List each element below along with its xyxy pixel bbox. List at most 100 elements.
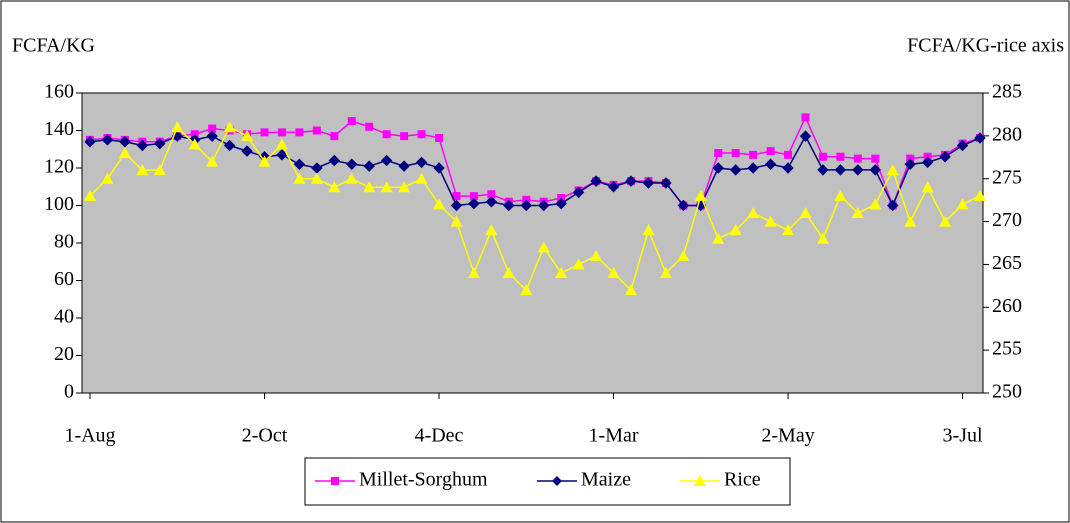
y-tick-label: 40 [54, 306, 74, 328]
point [415, 172, 428, 184]
point [818, 152, 827, 161]
point [729, 164, 742, 176]
point [939, 215, 952, 227]
legend-label: Rice [724, 469, 761, 491]
point [590, 175, 602, 187]
point [258, 155, 271, 167]
y-tick-label: 100 [44, 193, 74, 215]
point [817, 164, 829, 176]
point [433, 162, 445, 174]
point [784, 150, 793, 159]
point [572, 258, 585, 270]
point [365, 122, 374, 131]
point [886, 164, 899, 176]
point [485, 224, 498, 236]
point [520, 284, 533, 296]
legend: Millet-Sorghum Maize Rice [304, 457, 791, 506]
point [101, 172, 114, 184]
point [347, 117, 356, 126]
y2-axis-label: FCFA/KG-rice axis [907, 35, 1064, 57]
point [624, 284, 637, 296]
point [869, 198, 882, 210]
point [241, 129, 254, 141]
point [188, 138, 201, 150]
point [136, 139, 149, 152]
point [660, 177, 672, 189]
point [277, 128, 286, 137]
point [607, 181, 620, 193]
y-tick-label: 120 [44, 156, 74, 178]
legend-label: Maize [581, 469, 631, 491]
y-tick-label: 160 [44, 81, 74, 103]
point [119, 136, 131, 148]
point [607, 267, 620, 278]
series-line [89, 134, 981, 208]
legend-label: Millet-Sorghum [359, 469, 488, 491]
point [764, 215, 777, 227]
point [398, 160, 410, 172]
x-tick-label: 4-Dec [415, 425, 464, 447]
y2-tick-label: 275 [992, 166, 1022, 188]
series-line [89, 125, 981, 292]
point [433, 198, 446, 210]
point [382, 130, 391, 139]
point [834, 189, 847, 201]
point [836, 152, 845, 161]
point [206, 155, 219, 167]
point [747, 207, 760, 218]
point [766, 147, 775, 156]
point [764, 158, 777, 170]
x-tick-label: 1-Mar [589, 425, 639, 447]
point [293, 172, 306, 184]
point [956, 139, 969, 152]
y-tick-label: 20 [54, 343, 74, 365]
point [904, 158, 916, 170]
point [712, 232, 725, 244]
point [450, 215, 463, 227]
point [731, 149, 740, 157]
y2-tick-label: 250 [992, 381, 1022, 403]
point [537, 241, 550, 253]
point [417, 130, 426, 139]
point [310, 172, 323, 184]
point [677, 249, 690, 261]
point [871, 154, 880, 163]
point [852, 164, 864, 176]
point [869, 164, 882, 176]
x-tick-label: 2-May [761, 425, 814, 447]
point [415, 156, 428, 169]
point [572, 186, 585, 199]
point [312, 126, 321, 135]
point [782, 224, 795, 236]
point [799, 207, 812, 218]
point [502, 267, 515, 278]
point [295, 128, 304, 137]
point [485, 196, 498, 208]
point [816, 232, 829, 244]
point [136, 164, 149, 176]
point [834, 164, 847, 176]
point [208, 124, 217, 133]
point [223, 139, 236, 152]
y2-tick-label: 270 [992, 209, 1022, 231]
point [799, 130, 812, 142]
point [380, 154, 393, 167]
y2-tick-label: 255 [992, 338, 1022, 360]
y-axis-label: FCFA/KG [12, 35, 95, 57]
point [851, 207, 864, 218]
point [747, 162, 759, 174]
point [330, 132, 339, 141]
point [328, 154, 341, 167]
point [939, 151, 951, 163]
point [467, 267, 480, 278]
y-tick-label: 140 [44, 118, 74, 140]
point [328, 181, 341, 193]
point [714, 149, 723, 157]
y2-tick-label: 280 [992, 123, 1022, 145]
point [241, 145, 253, 157]
point [487, 190, 496, 199]
point [642, 224, 655, 236]
y-tick-label: 60 [54, 268, 74, 290]
point [380, 181, 393, 193]
